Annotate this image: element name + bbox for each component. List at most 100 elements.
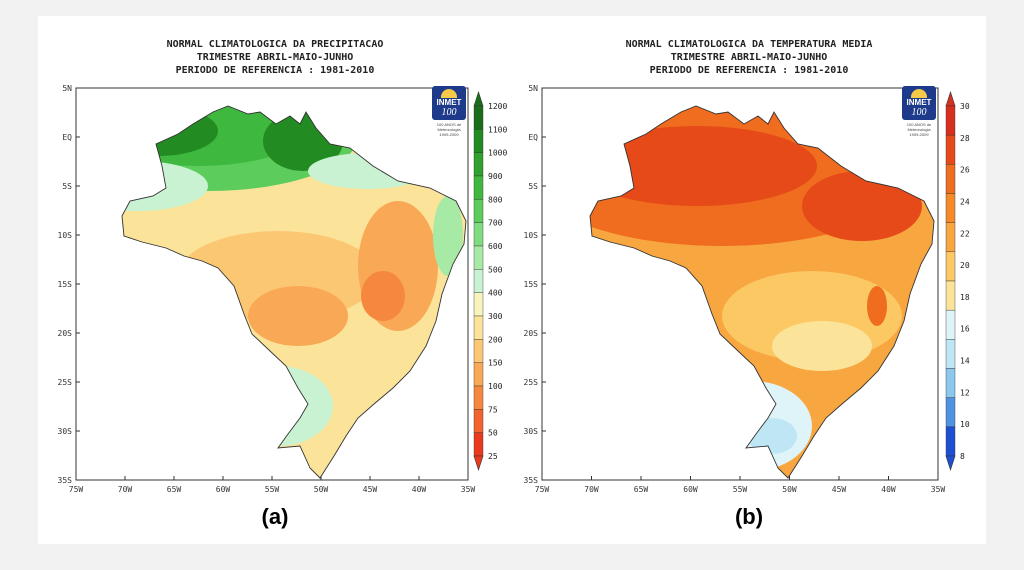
colorbar-segment	[473, 175, 484, 200]
colorbar-tick-label: 1000	[488, 149, 507, 158]
colorbar-segment	[473, 129, 484, 153]
colorbar-tick-label: 500	[488, 265, 503, 274]
y-tick-label: 15S	[524, 280, 539, 289]
x-tick-label: 40W	[412, 485, 427, 494]
x-tick-label: 65W	[634, 485, 649, 494]
colorbar-tick-label: 14	[960, 357, 970, 366]
colorbar-segment	[473, 362, 484, 387]
y-tick-label: 15S	[58, 280, 73, 289]
x-tick-label: 70W	[118, 485, 133, 494]
colorbar-tick-label: 150	[488, 359, 503, 368]
precipitation-colorbar: 1200 1100 1000 900 800 700 600 500 400 300 200 150 1…	[473, 91, 507, 471]
colorbar-tick-label: 900	[488, 172, 503, 181]
panel-title-line-2: TRIMESTRE ABRIL-MAIO-JUNHO	[670, 52, 828, 63]
x-tick-label: 60W	[216, 485, 231, 494]
colorbar-segment	[473, 269, 484, 293]
x-tick-label: 45W	[363, 485, 378, 494]
colorbar-segment	[473, 432, 484, 457]
colorbar-tick-label: 400	[488, 289, 503, 298]
colorbar-top-arrow	[473, 91, 484, 107]
colorbar-tick-label: 20	[960, 261, 970, 270]
y-tick-label: 5S	[528, 182, 538, 191]
x-tick-label: 55W	[733, 485, 748, 494]
brazil-outline	[589, 105, 935, 479]
colorbar-segment	[945, 309, 956, 340]
y-tick-label: 25S	[524, 378, 539, 387]
colorbar-segment	[473, 222, 484, 247]
x-tick-label: 60W	[683, 485, 698, 494]
colorbar-segment	[945, 193, 956, 223]
colorbar-tick-label: 800	[488, 195, 503, 204]
y-tick-label: 25S	[58, 378, 73, 387]
x-tick-label: 70W	[584, 485, 599, 494]
x-tick-label: 40W	[881, 485, 896, 494]
colorbar-bottom-arrow	[473, 455, 484, 471]
colorbar-tick-label: 300	[488, 312, 503, 321]
y-tick-label: 10S	[58, 231, 73, 240]
colorbar-tick-label: 28	[960, 134, 970, 143]
colorbar-tick-label: 50	[488, 429, 498, 438]
inmet-logo: INMET 100 100 ANOS de Meteorologia 1909-…	[902, 86, 936, 142]
x-tick-label: 75W	[69, 485, 84, 494]
y-tick-label: 30S	[58, 427, 73, 436]
x-tick-label: 50W	[782, 485, 797, 494]
colorbar-segment	[945, 134, 956, 165]
colorbar-segment	[473, 245, 484, 270]
x-tick-label: 35W	[461, 485, 476, 494]
colorbar-tick-label: 100	[488, 382, 503, 391]
x-tick-label: 55W	[265, 485, 280, 494]
figure-sheet: NORMAL CLIMATOLOGICA DA PRECIPITACAO TRI…	[38, 16, 986, 544]
colorbar-segment	[473, 152, 484, 177]
y-tick-label: 5S	[62, 182, 72, 191]
colorbar-segment	[473, 292, 484, 317]
y-tick-label: 20S	[58, 329, 73, 338]
colorbar-tick-label: 12	[960, 388, 970, 397]
colorbar-tick-label: 24	[960, 197, 970, 206]
colorbar-tick-label: 8	[960, 452, 965, 461]
colorbar-tick-label: 18	[960, 293, 970, 302]
y-tick-label: EQ	[528, 133, 538, 142]
colorbar-tick-label: 30	[960, 102, 970, 111]
x-tick-label: 50W	[314, 485, 329, 494]
y-tick-label: 10S	[524, 231, 539, 240]
panel-temperature: NORMAL CLIMATOLOGICA DA TEMPERATURA MEDI…	[512, 16, 986, 544]
panel-label-a: (a)	[261, 504, 289, 529]
panel-label-b: (b)	[734, 504, 764, 529]
panel-title-line-1: NORMAL CLIMATOLOGICA DA PRECIPITACAO	[166, 39, 384, 50]
colorbar-segment	[473, 105, 484, 130]
colorbar-segment	[945, 251, 956, 282]
colorbar-segment	[945, 222, 956, 253]
x-tick-label: 75W	[535, 485, 550, 494]
x-tick-label: 65W	[167, 485, 182, 494]
colorbar-segment	[945, 339, 956, 369]
colorbar-segment	[473, 315, 484, 340]
y-tick-label: 5N	[528, 84, 538, 93]
panel-precipitation: NORMAL CLIMATOLOGICA DA PRECIPITACAO TRI…	[38, 16, 512, 544]
colorbar-segment	[945, 105, 956, 136]
panel-title-line-1: NORMAL CLIMATOLOGICA DA TEMPERATURA MEDI…	[625, 39, 873, 50]
colorbar-tick-label: 16	[960, 325, 970, 334]
colorbar-tick-label: 10	[960, 420, 970, 429]
colorbar-tick-label: 1200	[488, 102, 507, 111]
y-tick-label: 35S	[524, 476, 539, 485]
x-tick-label: 45W	[832, 485, 847, 494]
brazil-outline	[121, 105, 467, 479]
colorbar-tick-label: 200	[488, 335, 503, 344]
panel-title-line-3: PERIODO DE REFERENCIA : 1981-2010	[649, 65, 849, 76]
inmet-logo: INMET 100 100 ANOS de Meteorologia 1909-…	[432, 86, 466, 142]
colorbar-tick-label: 600	[488, 242, 503, 251]
colorbar-segment	[473, 385, 484, 410]
colorbar-segment	[945, 397, 956, 428]
y-tick-label: 30S	[524, 427, 539, 436]
y-tick-label: 20S	[524, 329, 539, 338]
colorbar-tick-label: 700	[488, 219, 503, 228]
colorbar-segment	[473, 199, 484, 223]
colorbar-segment	[945, 280, 956, 311]
colorbar-segment	[473, 409, 484, 433]
colorbar-tick-label: 1100	[488, 125, 507, 134]
